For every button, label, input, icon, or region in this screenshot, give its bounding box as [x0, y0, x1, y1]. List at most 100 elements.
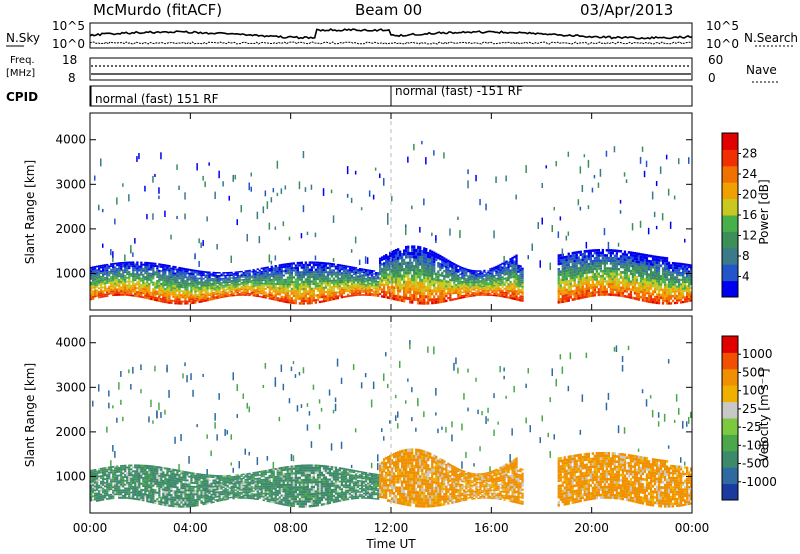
heatmap-cell — [306, 297, 309, 300]
heatmap-cell — [240, 294, 243, 296]
heatmap-cell — [675, 290, 679, 293]
heatmap-cell — [499, 271, 502, 273]
heatmap-cell — [653, 290, 657, 294]
heatmap-cell — [481, 290, 484, 292]
heatmap-cell — [256, 268, 259, 270]
heatmap-cell — [515, 285, 518, 288]
heatmap-cell — [627, 261, 631, 265]
heatmap-cell — [385, 263, 388, 267]
heatmap-cell — [112, 484, 115, 487]
heatmap-cell — [565, 277, 568, 281]
heatmap-cell — [521, 285, 524, 288]
heatmap-cell — [509, 258, 512, 261]
heatmap-speckle — [597, 182, 600, 188]
heatmap-cell — [453, 279, 456, 282]
heatmap-cell — [286, 294, 289, 297]
heatmap-cell — [497, 270, 500, 272]
heatmap-cell — [403, 258, 406, 262]
heatmap-cell — [519, 299, 522, 302]
heatmap-cell — [256, 277, 259, 280]
heatmap-cell — [324, 268, 328, 272]
heatmap-cell — [509, 296, 512, 300]
heatmap-cell — [346, 274, 350, 277]
heatmap-cell — [599, 277, 602, 281]
heatmap-cell — [110, 493, 113, 496]
heatmap-cell — [158, 280, 161, 283]
heatmap-cell — [290, 299, 293, 302]
heatmap-speckle — [124, 254, 126, 262]
heatmap-cell — [595, 275, 598, 278]
heatmap-cell — [238, 293, 241, 295]
heatmap-cell — [302, 273, 305, 276]
heatmap-cell — [451, 264, 454, 267]
heatmap-cell — [657, 261, 661, 265]
heatmap-cell — [457, 288, 460, 290]
heatmap-cell — [577, 288, 580, 292]
heatmap-cell — [296, 278, 299, 281]
heatmap-cell — [252, 279, 255, 282]
heatmap-cell — [653, 277, 657, 280]
heatmap-cell — [110, 270, 113, 273]
heatmap-cell — [332, 289, 336, 292]
heatmap-cell — [678, 278, 681, 281]
heatmap-cell — [663, 288, 667, 292]
heatmap-cell — [350, 279, 354, 282]
heatmap-cell — [397, 254, 400, 257]
heatmap-cell — [308, 297, 311, 300]
heatmap-cell — [495, 293, 498, 295]
heatmap-cell — [244, 270, 247, 272]
heatmap-cell — [497, 287, 500, 290]
heatmap-speckle — [314, 255, 317, 261]
heatmap-cell — [569, 276, 572, 280]
heatmap-cell — [94, 496, 97, 499]
heatmap-cell — [657, 272, 661, 275]
heatmap-speckle — [655, 225, 658, 230]
heatmap-cell — [459, 278, 462, 281]
heatmap-cell — [236, 279, 239, 281]
heatmap-cell — [653, 287, 657, 291]
heatmap-cell — [278, 274, 281, 277]
heatmap-cell — [637, 298, 641, 301]
heatmap-cell — [112, 292, 115, 295]
heatmap-cell — [585, 289, 588, 293]
heatmap-cell — [124, 284, 127, 287]
heatmap-cell — [391, 272, 394, 276]
heatmap-cell — [208, 278, 211, 280]
heatmap-cell — [354, 278, 358, 280]
heatmap-speckle — [204, 181, 206, 188]
heatmap-cell — [519, 279, 522, 282]
heatmap-cell — [328, 286, 332, 289]
heatmap-cell — [152, 292, 155, 295]
heatmap-cell — [479, 280, 482, 282]
heatmap-cell — [142, 263, 145, 266]
heatmap-cell — [234, 286, 237, 288]
heatmap-cell — [403, 296, 406, 300]
heatmap-cell — [655, 274, 659, 278]
heatmap-cell — [354, 273, 358, 276]
heatmap-cell — [158, 284, 161, 287]
heatmap-cell — [557, 262, 560, 266]
heatmap-speckle — [449, 228, 451, 236]
colorbar-tick-label: 24 — [742, 167, 757, 181]
heatmap-cell — [94, 266, 97, 268]
heatmap-cell — [688, 291, 691, 294]
heatmap-cell — [441, 282, 444, 285]
heatmap-cell — [166, 286, 169, 289]
heatmap-cell — [128, 261, 131, 264]
heatmap-cell — [200, 281, 203, 284]
heatmap-cell — [104, 282, 107, 285]
heatmap-cell — [682, 294, 685, 297]
heatmap-cell — [453, 298, 456, 301]
heatmap-cell — [481, 284, 484, 286]
heatmap-cell — [690, 291, 693, 294]
nave-label: Nave — [746, 63, 777, 77]
heatmap-cell — [112, 275, 115, 278]
heatmap-cell — [581, 290, 584, 294]
heatmap-cell — [114, 286, 117, 289]
heatmap-cell — [180, 286, 183, 289]
heatmap-cell — [653, 279, 657, 283]
heatmap-cell — [352, 283, 356, 285]
heatmap-cell — [661, 261, 665, 265]
heatmap-cell — [615, 270, 618, 273]
heatmap-cell — [178, 289, 181, 292]
